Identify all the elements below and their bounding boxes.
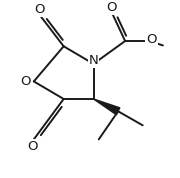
Text: N: N bbox=[89, 54, 98, 67]
Polygon shape bbox=[94, 99, 120, 115]
Text: O: O bbox=[20, 75, 30, 88]
Text: O: O bbox=[107, 1, 117, 14]
Text: O: O bbox=[146, 33, 157, 46]
Text: O: O bbox=[34, 3, 44, 16]
Text: O: O bbox=[27, 140, 37, 153]
